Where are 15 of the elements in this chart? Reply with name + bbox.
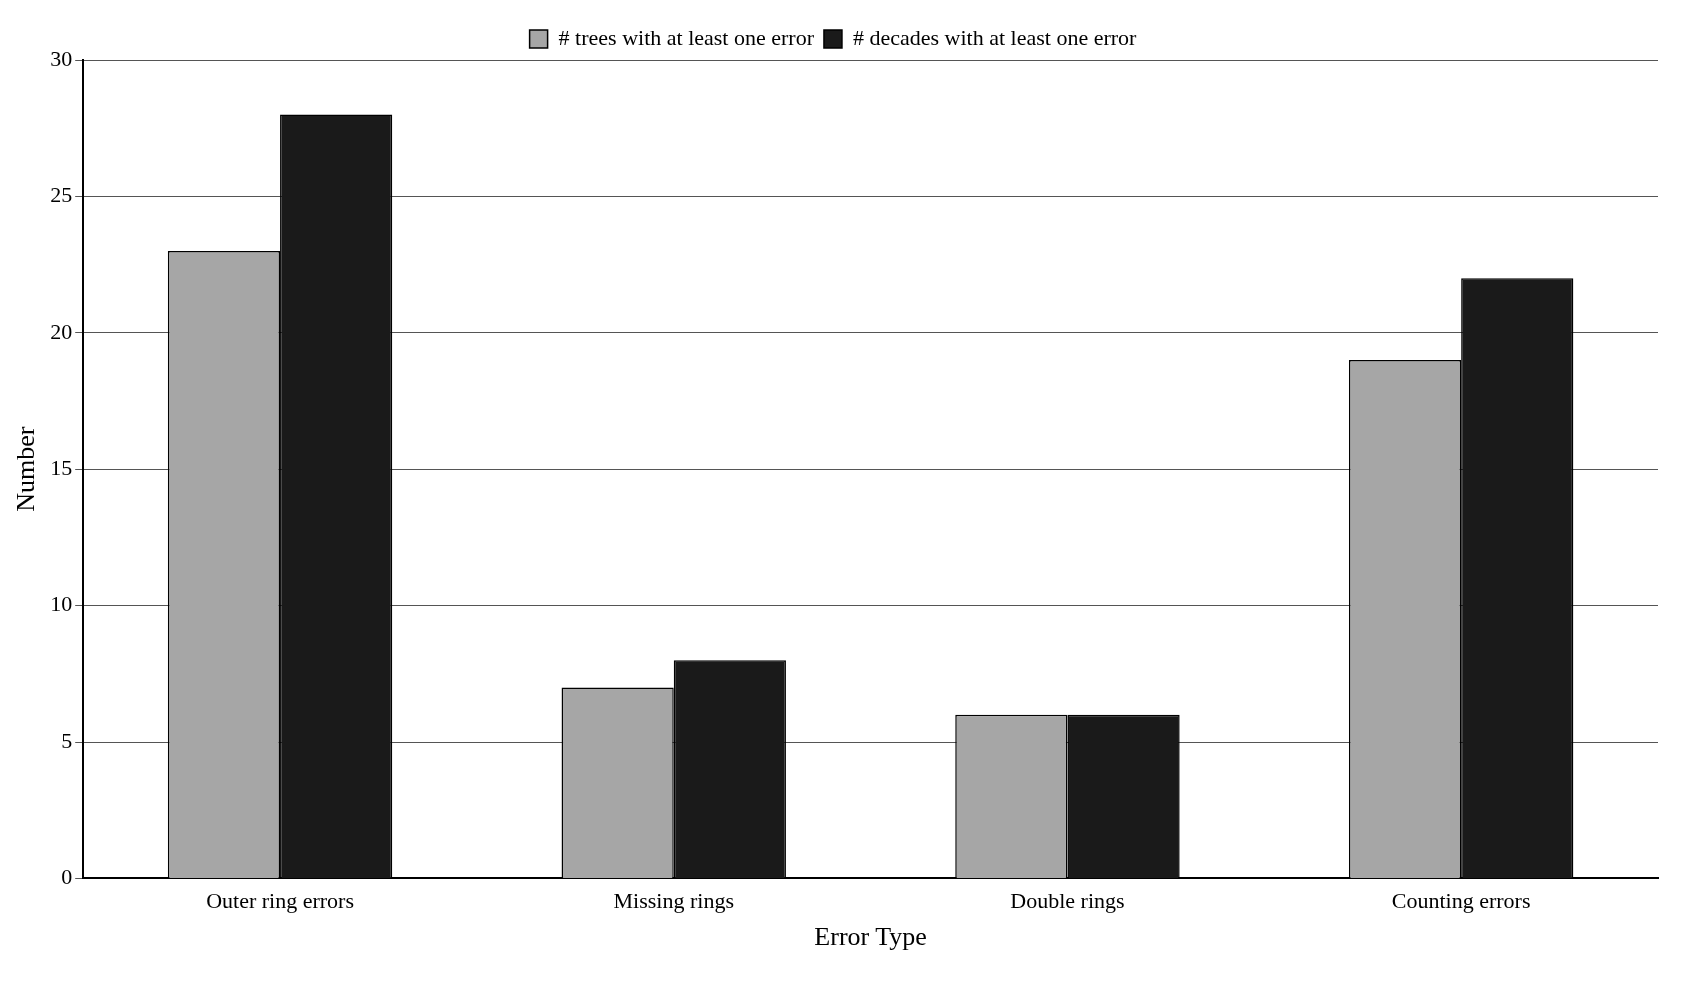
y-tick-label: 10 <box>50 591 73 617</box>
y-tick-label: 30 <box>50 45 73 71</box>
x-tick-label: Double rings <box>1010 888 1125 914</box>
y-tick-label: 5 <box>61 727 73 753</box>
y-tick-label: 20 <box>50 318 73 344</box>
y-tick-label: 15 <box>50 454 73 480</box>
y-axis-title: Number <box>11 426 41 512</box>
y-tick-label: 25 <box>50 182 73 208</box>
legend-label: # trees with at least one error <box>558 24 815 50</box>
x-tick-label: Outer ring errors <box>206 888 354 914</box>
legend-label: # decades with at least one error <box>852 24 1138 50</box>
x-tick-label: Missing rings <box>613 888 734 914</box>
x-tick-label: Counting errors <box>1391 888 1531 914</box>
y-tick-label: 0 <box>61 864 73 890</box>
x-axis-title: Error Type <box>814 922 927 952</box>
